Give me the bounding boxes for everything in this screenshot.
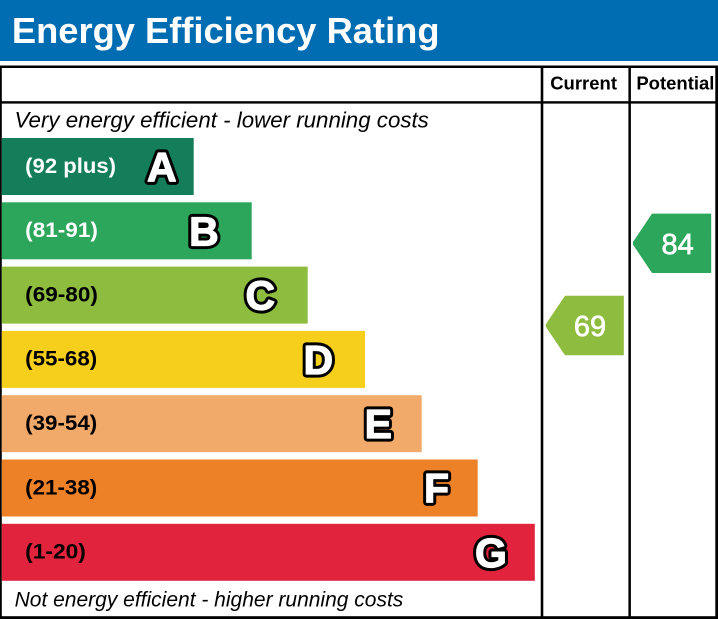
svg-text:C: C xyxy=(245,273,275,319)
svg-text:(21-38): (21-38) xyxy=(25,476,97,499)
svg-text:G: G xyxy=(475,530,507,576)
svg-text:Very energy efficient - lower: Very energy efficient - lower running co… xyxy=(15,107,429,132)
svg-text:C: C xyxy=(245,273,275,319)
svg-text:F: F xyxy=(424,466,449,512)
svg-text:69: 69 xyxy=(574,311,606,343)
svg-text:F: F xyxy=(424,466,449,512)
svg-text:B: B xyxy=(189,208,219,254)
svg-text:Potential: Potential xyxy=(636,72,714,93)
svg-text:E: E xyxy=(365,401,392,447)
svg-text:Current: Current xyxy=(550,72,617,93)
svg-text:G: G xyxy=(475,530,507,576)
svg-text:(55-68): (55-68) xyxy=(25,348,97,371)
svg-text:E: E xyxy=(365,401,392,447)
svg-text:A: A xyxy=(147,144,177,190)
svg-text:84: 84 xyxy=(661,229,693,261)
svg-text:(81-91): (81-91) xyxy=(25,219,98,242)
svg-text:(39-54): (39-54) xyxy=(25,412,97,435)
svg-text:(1-20): (1-20) xyxy=(25,541,86,564)
svg-text:Energy Efficiency Rating: Energy Efficiency Rating xyxy=(12,10,440,51)
svg-text:D: D xyxy=(303,337,333,383)
svg-text:D: D xyxy=(303,337,333,383)
svg-text:B: B xyxy=(189,208,219,254)
svg-text:A: A xyxy=(147,144,177,190)
svg-text:Not energy efficient - higher: Not energy efficient - higher running co… xyxy=(15,588,404,611)
svg-text:(92 plus): (92 plus) xyxy=(25,155,116,178)
svg-text:(69-80): (69-80) xyxy=(25,283,98,306)
